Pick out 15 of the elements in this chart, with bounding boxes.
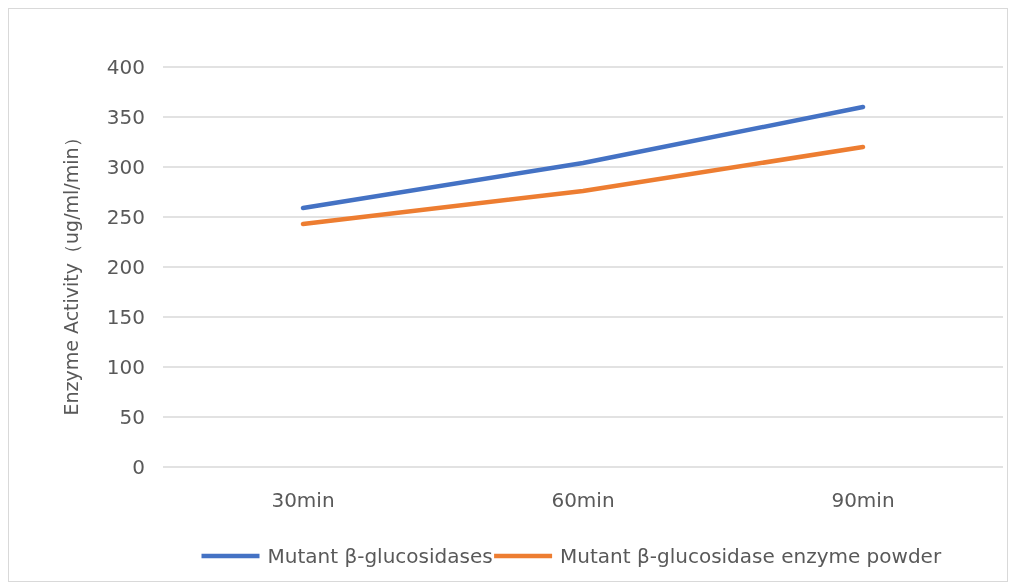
y-tick-label: 400 — [106, 55, 145, 79]
y-tick-label: 50 — [119, 405, 145, 429]
y-tick-label: 100 — [106, 355, 145, 379]
y-tick-label: 300 — [106, 155, 145, 179]
y-tick-label: 0 — [132, 455, 145, 479]
y-tick-label: 350 — [106, 105, 145, 129]
x-tick-label: 60min — [551, 488, 615, 512]
legend-label: Mutant β-glucosidases — [267, 544, 493, 568]
x-tick-label: 30min — [271, 488, 335, 512]
y-tick-label: 250 — [106, 205, 145, 229]
x-tick-label: 90min — [831, 488, 895, 512]
y-axis-title: Enzyme Activity（ug/ml/min） — [60, 128, 82, 416]
y-tick-label: 200 — [106, 255, 145, 279]
legend-label: Mutant β-glucosidase enzyme powder — [560, 544, 942, 568]
y-tick-label: 150 — [106, 305, 145, 329]
